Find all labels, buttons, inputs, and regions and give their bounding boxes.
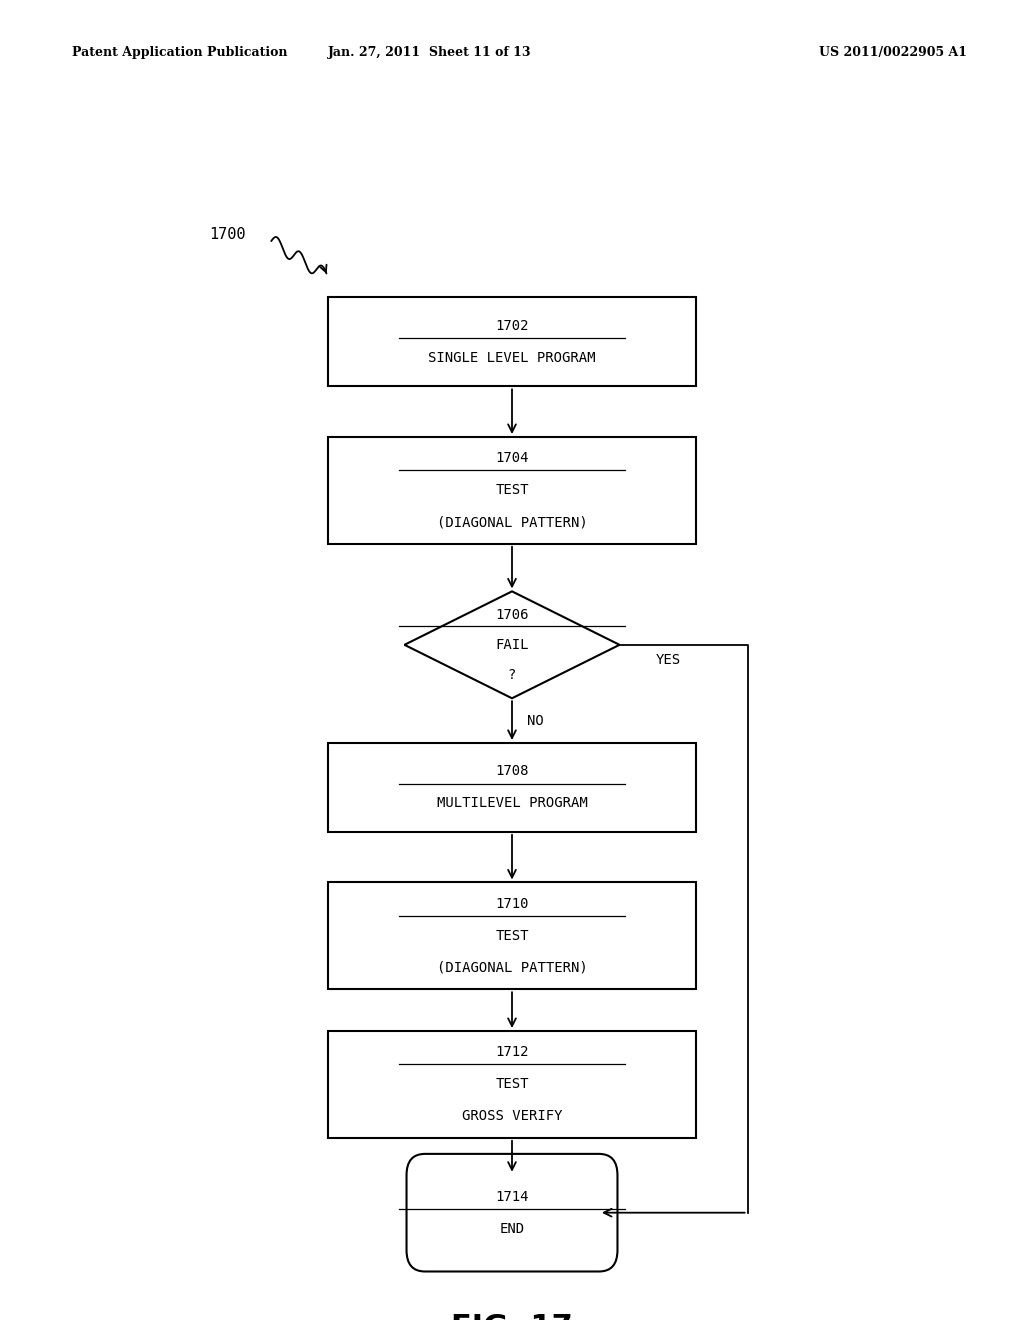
FancyBboxPatch shape: [328, 1031, 696, 1138]
Text: 1708: 1708: [496, 764, 528, 779]
Text: 1706: 1706: [496, 609, 528, 622]
Text: GROSS VERIFY: GROSS VERIFY: [462, 1109, 562, 1123]
Text: TEST: TEST: [496, 929, 528, 942]
Text: FAIL: FAIL: [496, 638, 528, 652]
Text: (DIAGONAL PATTERN): (DIAGONAL PATTERN): [436, 515, 588, 529]
Polygon shape: [404, 591, 620, 698]
Text: (DIAGONAL PATTERN): (DIAGONAL PATTERN): [436, 961, 588, 975]
Text: 1714: 1714: [496, 1189, 528, 1204]
Text: US 2011/0022905 A1: US 2011/0022905 A1: [819, 46, 968, 59]
Text: END: END: [500, 1222, 524, 1236]
Text: SINGLE LEVEL PROGRAM: SINGLE LEVEL PROGRAM: [428, 351, 596, 364]
FancyBboxPatch shape: [328, 743, 696, 832]
Text: 1710: 1710: [496, 896, 528, 911]
Text: Patent Application Publication: Patent Application Publication: [72, 46, 287, 59]
FancyBboxPatch shape: [328, 297, 696, 387]
Text: MULTILEVEL PROGRAM: MULTILEVEL PROGRAM: [436, 796, 588, 810]
Text: ?: ?: [508, 668, 516, 681]
FancyBboxPatch shape: [328, 437, 696, 544]
Text: FIG. 17: FIG. 17: [452, 1313, 572, 1320]
Text: 1704: 1704: [496, 451, 528, 466]
Text: 1712: 1712: [496, 1045, 528, 1060]
FancyBboxPatch shape: [328, 882, 696, 990]
Text: TEST: TEST: [496, 483, 528, 498]
Text: NO: NO: [527, 714, 544, 727]
FancyBboxPatch shape: [407, 1154, 617, 1271]
Text: 1700: 1700: [209, 227, 246, 243]
Text: TEST: TEST: [496, 1077, 528, 1092]
Text: Jan. 27, 2011  Sheet 11 of 13: Jan. 27, 2011 Sheet 11 of 13: [329, 46, 531, 59]
Text: 1702: 1702: [496, 319, 528, 333]
Text: YES: YES: [655, 653, 681, 668]
